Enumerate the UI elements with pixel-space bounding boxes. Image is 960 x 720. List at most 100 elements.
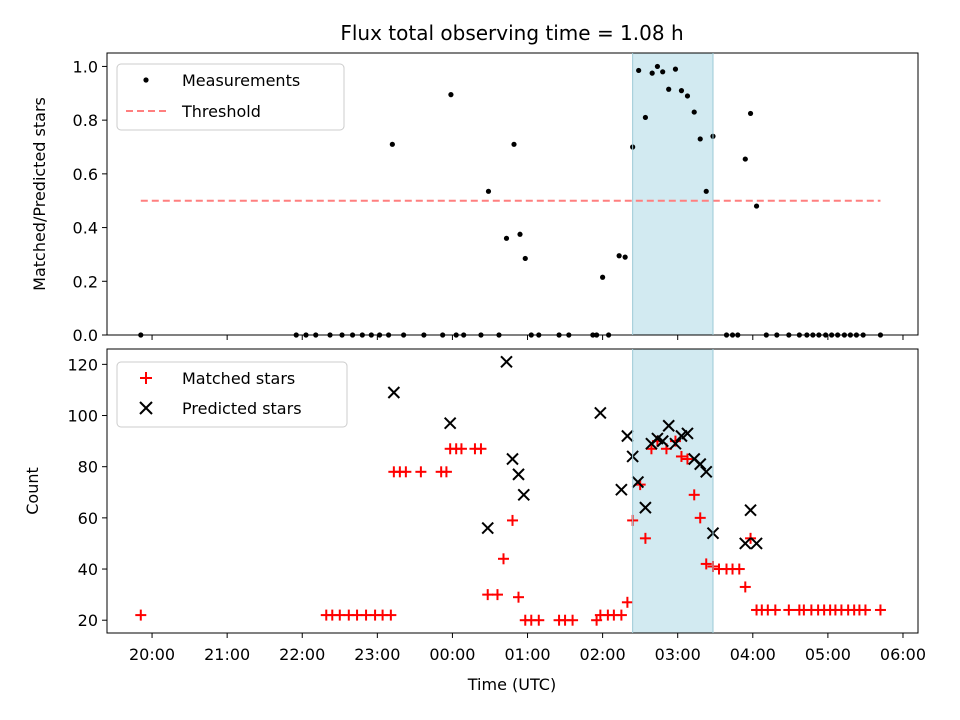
measurement-point — [697, 136, 703, 142]
measurement-point — [753, 203, 760, 209]
matched-star-point — [783, 604, 795, 616]
x-tick-label: 00:00 — [429, 645, 475, 664]
matched-star-point — [513, 591, 525, 603]
matched-star-point — [615, 609, 627, 621]
matched-star-point — [645, 443, 657, 455]
legend-threshold-label: Threshold — [181, 102, 261, 121]
matched-star-point — [507, 514, 518, 526]
matched-star-point — [400, 466, 412, 478]
predicted-star-point — [681, 427, 694, 440]
measurement-point — [511, 141, 517, 147]
top-y-axis-label: Matched/Predicted stars — [30, 97, 49, 291]
predicted-star-point — [656, 434, 669, 448]
x-tick-label: 03:00 — [655, 645, 701, 664]
chart-title: Flux total observing time = 1.08 h — [340, 21, 683, 45]
x-tick-label: 20:00 — [129, 645, 175, 664]
measurement-point — [642, 114, 649, 121]
measurement-point — [517, 231, 523, 237]
matched-star-point — [621, 596, 633, 608]
legend-predicted-label: Predicted stars — [182, 399, 302, 418]
measurement-point — [678, 88, 685, 94]
predicted-star-point — [387, 386, 401, 399]
measurement-point — [684, 93, 691, 99]
predicted-star-point — [481, 521, 494, 535]
predicted-star-point — [669, 437, 682, 450]
y-tick-label: 0.2 — [73, 272, 98, 291]
y-tick-label: 120 — [67, 355, 98, 374]
bottom-panel: 20 40 60 80 100 120 20:00 21:00 22:00 23:00 00:00… — [23, 348, 926, 694]
matched-star-point — [739, 581, 751, 593]
bottom-y-axis-label: Count — [23, 467, 42, 515]
predicted-star-point — [744, 503, 757, 517]
matched-star-point — [874, 604, 886, 616]
matched-star-point — [497, 553, 509, 565]
matched-star-point — [482, 589, 494, 601]
y-tick-label: 40 — [78, 560, 98, 579]
x-tick-label: 23:00 — [354, 645, 400, 664]
y-tick-label: 0.0 — [73, 326, 98, 345]
predicted-star-point — [594, 406, 607, 420]
y-tick-label: 80 — [78, 458, 98, 477]
measurement-point — [742, 156, 748, 162]
predicted-star-point — [694, 457, 707, 471]
measurement-point — [636, 67, 642, 74]
matched-star-point — [700, 558, 712, 570]
top-plot-marks — [138, 63, 884, 338]
bottom-shaded-region — [632, 349, 713, 633]
y-tick-label: 0.4 — [73, 219, 98, 238]
x-tick-label: 04:00 — [730, 645, 776, 664]
matched-star-point — [455, 443, 467, 455]
matched-star-point — [415, 466, 427, 478]
matched-star-point — [475, 443, 487, 455]
matched-star-point — [639, 532, 651, 544]
legend-matched-marker — [140, 372, 152, 384]
bottom-axes-frame — [106, 348, 919, 634]
top-y-ticks: 0.0 0.2 0.4 0.6 0.8 1.0 — [73, 57, 107, 345]
y-tick-label: 100 — [67, 407, 98, 426]
x-tick-label: 22:00 — [279, 645, 325, 664]
x-tick-label: 05:00 — [805, 645, 851, 664]
matched-star-point — [675, 450, 687, 462]
predicted-star-point — [517, 488, 530, 502]
top-shaded-region — [632, 53, 713, 335]
measurement-point — [649, 70, 655, 76]
y-tick-label: 20 — [78, 611, 98, 630]
y-tick-label: 60 — [78, 509, 98, 528]
y-tick-label: 0.8 — [73, 111, 98, 130]
measurement-point — [485, 188, 492, 194]
x-tick-label: 01:00 — [504, 645, 550, 664]
y-tick-label: 1.0 — [73, 57, 98, 76]
top-legend: Measurements Threshold — [116, 63, 345, 131]
measurement-point — [660, 69, 666, 75]
measurement-point — [389, 141, 395, 147]
measurement-point — [622, 254, 628, 260]
measurement-point — [654, 63, 661, 70]
legend-predicted-marker — [139, 401, 153, 415]
matched-star-point — [859, 604, 871, 616]
legend-measurements-label: Measurements — [182, 71, 300, 90]
matched-star-point — [769, 604, 781, 616]
measurement-point — [666, 86, 672, 92]
measurement-point — [703, 188, 709, 194]
y-tick-label: 0.6 — [73, 165, 98, 184]
top-axes-frame — [106, 52, 919, 336]
predicted-star-point — [631, 475, 645, 489]
matched-star-point — [135, 609, 147, 621]
predicted-star-point — [506, 452, 519, 466]
legend-matched-label: Matched stars — [182, 369, 295, 388]
matched-star-point — [440, 466, 452, 478]
predicted-star-point — [621, 429, 634, 443]
matched-star-point — [491, 589, 503, 601]
predicted-star-point — [662, 419, 675, 432]
top-panel: 0.0 0.2 0.4 0.6 0.8 1.0 Matched/Predicted sta… — [30, 52, 919, 345]
x-axis-label: Time (UTC) — [467, 675, 556, 694]
measurement-point — [616, 253, 622, 259]
predicted-star-point — [739, 537, 752, 550]
measurement-point — [747, 110, 754, 117]
bottom-x-ticks: 20:00 21:00 22:00 23:00 00:00 01:00 02:00 03:00… — [129, 633, 926, 664]
bottom-y-ticks: 20 40 60 80 100 120 — [67, 355, 107, 630]
predicted-star-point — [700, 465, 713, 479]
measurement-point — [672, 66, 679, 72]
matched-star-point — [533, 614, 545, 626]
matched-star-point — [681, 453, 693, 465]
